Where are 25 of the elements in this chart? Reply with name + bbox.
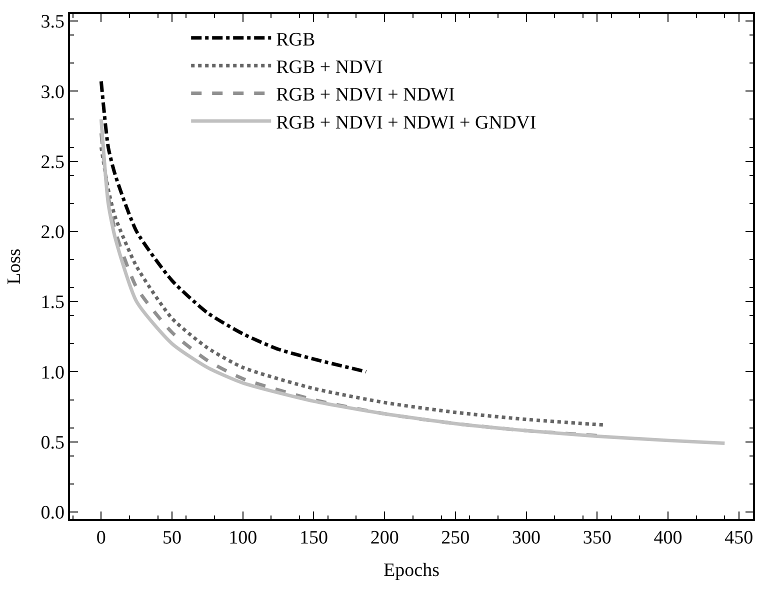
x-tick-label: 350 — [582, 528, 612, 549]
x-tick-label: 100 — [228, 528, 258, 549]
y-axis-title: Loss — [4, 248, 26, 284]
y-tick-label: 0.5 — [40, 432, 64, 454]
line-series — [99, 117, 726, 445]
y-tick-label: 2.0 — [40, 222, 64, 244]
y-tick-label: 1.0 — [40, 362, 64, 384]
x-tick-label: 400 — [654, 528, 682, 549]
legend-label: RGB + NDVI + NDWI + GNDVI — [276, 112, 536, 134]
x-tick-label: 300 — [512, 528, 541, 549]
x-tick-label: 0 — [96, 528, 106, 549]
legend-label: RGB — [276, 29, 316, 50]
x-tick-label: 200 — [370, 528, 399, 549]
x-tick-label: 250 — [441, 528, 470, 549]
y-tick-label: 3.5 — [40, 12, 64, 33]
x-tick-label: 50 — [162, 528, 182, 549]
legend-label: RGB + NDVI + NDWI — [276, 84, 455, 106]
y-tick-label: 1.5 — [40, 292, 64, 314]
legend-label: RGB + NDVI — [276, 57, 383, 78]
y-tick-label: 2.5 — [40, 152, 64, 173]
y-tick-label: 0.0 — [40, 502, 64, 524]
y-tick-label: 3.0 — [40, 82, 64, 103]
x-tick-label: 450 — [724, 528, 754, 549]
x-axis-title: Epochs — [384, 560, 440, 581]
x-tick-label: 150 — [299, 528, 328, 549]
